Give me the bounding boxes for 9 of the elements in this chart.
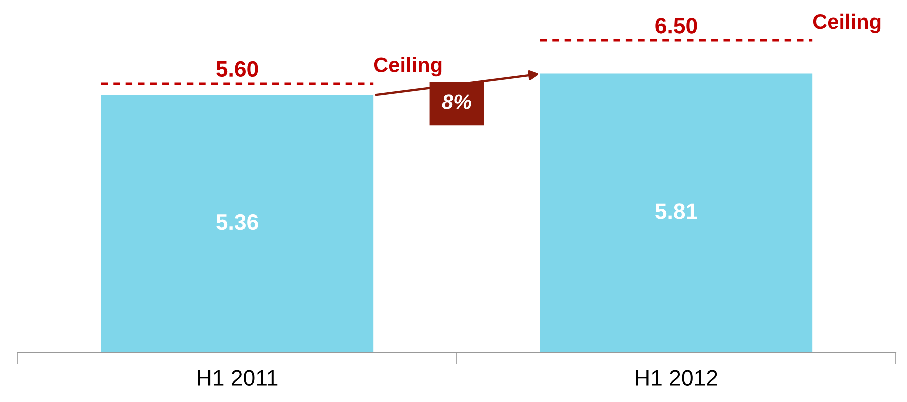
annotation: Ceiling — [374, 57, 442, 77]
annotation: 8% — [442, 94, 472, 110]
ref-line-label: 5.60 — [216, 61, 258, 78]
x-tick-label: H1 2012 — [636, 370, 718, 386]
data-label: 5.81 — [656, 204, 698, 220]
text: Ceiling — [813, 14, 881, 34]
data-label: 5.36 — [216, 214, 258, 230]
x-tick-label: H1 2011 — [198, 370, 278, 386]
ref-line-label: 6.50 — [656, 18, 698, 34]
